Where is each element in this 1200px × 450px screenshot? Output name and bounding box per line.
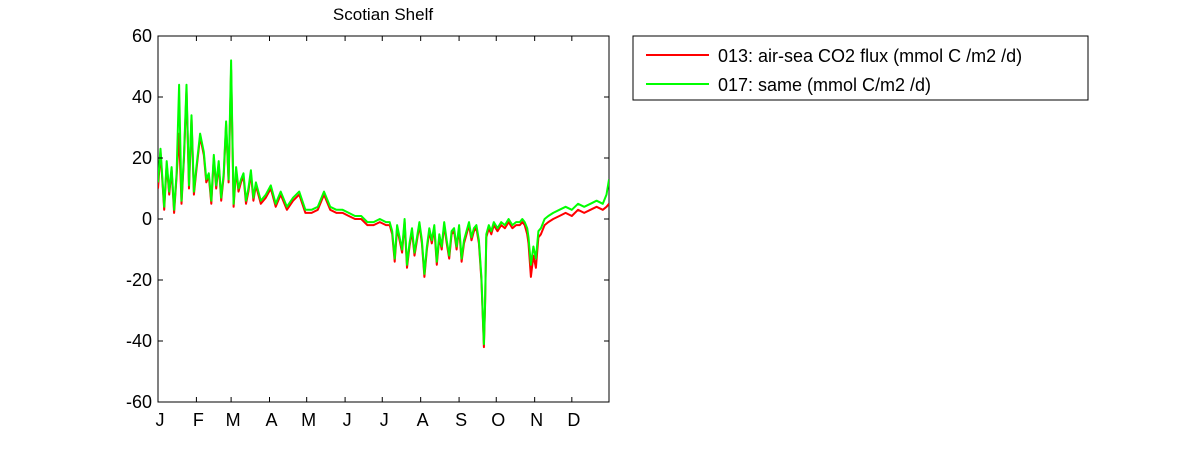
x-tick-label: A xyxy=(266,410,278,430)
y-axis: 60 40 20 0 -20 -40 -60 xyxy=(126,26,609,412)
plot-frame xyxy=(157,35,610,403)
x-tick-label: J xyxy=(156,410,165,430)
series-line-017 xyxy=(158,59,609,346)
y-tick-label: -40 xyxy=(126,331,152,351)
legend-box xyxy=(632,35,1089,101)
x-tick-label: J xyxy=(380,410,389,430)
x-tick-label: F xyxy=(193,410,204,430)
x-tick-label: A xyxy=(417,410,429,430)
y-tick-label: 60 xyxy=(132,26,152,46)
x-tick-label: M xyxy=(226,410,241,430)
x-tick-label: S xyxy=(455,410,467,430)
series-layer xyxy=(158,59,609,349)
y-tick-label: 40 xyxy=(132,87,152,107)
y-tick-label: 20 xyxy=(132,148,152,168)
legend-label-017: 017: same (mmol C/m2 /d) xyxy=(718,75,931,95)
x-tick-label: J xyxy=(343,410,352,430)
x-tick-label: O xyxy=(491,410,505,430)
x-tick-label: N xyxy=(530,410,543,430)
legend-label-013: 013: air-sea CO2 flux (mmol C /m2 /d) xyxy=(718,46,1022,66)
legend: 013: air-sea CO2 flux (mmol C /m2 /d) 01… xyxy=(632,35,1089,101)
y-tick-label: -20 xyxy=(126,270,152,290)
x-tick-label: D xyxy=(567,410,580,430)
y-tick-label: -60 xyxy=(126,392,152,412)
y-tick-label: 0 xyxy=(142,209,152,229)
x-tick-label: M xyxy=(301,410,316,430)
plot-area: 60 40 20 0 -20 -40 -60 J F M A M J J A S O N D xyxy=(126,26,610,430)
chart-title: Scotian Shelf xyxy=(333,5,433,24)
